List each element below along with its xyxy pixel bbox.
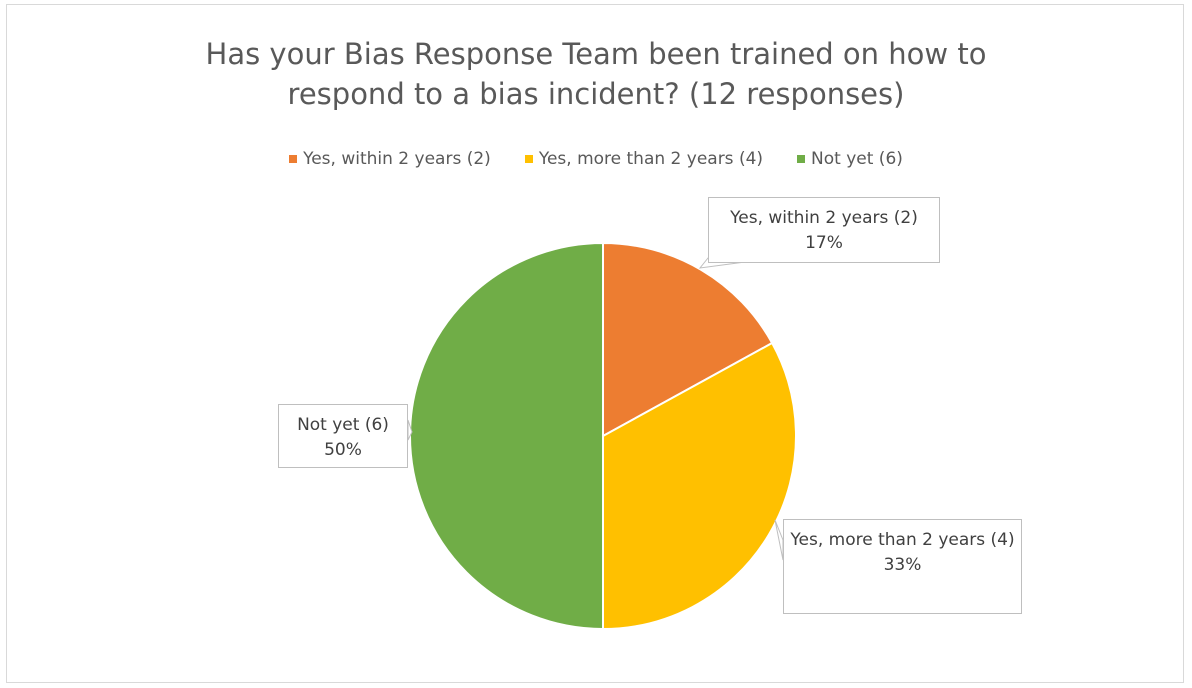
legend: Yes, within 2 years (2) Yes, more than 2 … [0, 149, 1192, 169]
legend-swatch [797, 155, 806, 163]
legend-swatch [524, 155, 533, 163]
data-label-category: Not yet (6) [297, 415, 389, 435]
legend-swatch [289, 155, 298, 163]
legend-item: Not yet (6) [797, 149, 903, 169]
data-label-value: 33% [883, 555, 922, 575]
callout-pointer [407, 419, 413, 441]
legend-item: Yes, more than 2 years (4) [524, 149, 764, 169]
legend-item: Yes, within 2 years (2) [289, 149, 491, 169]
data-label: Yes, within 2 years (2) 17% [708, 197, 940, 263]
pie-slice [409, 241, 604, 631]
legend-label: Yes, within 2 years (2) [303, 149, 491, 169]
legend-label: Yes, more than 2 years (4) [538, 149, 764, 169]
data-label-category: Yes, more than 2 years (4) [790, 530, 1015, 550]
data-label-value: 50% [324, 440, 362, 460]
data-label: Not yet (6) 50% [278, 404, 408, 468]
chart-title: Has your Bias Response Team been trained… [205, 37, 987, 111]
callout-pointer [774, 519, 784, 561]
data-label-value: 17% [805, 233, 843, 253]
chart-frame [6, 4, 1184, 683]
data-label: Yes, more than 2 years (4) 33% [783, 519, 1022, 614]
pie-slice [602, 241, 774, 438]
pie-slice [602, 341, 797, 631]
data-label-category: Yes, within 2 years (2) [730, 208, 918, 228]
legend-label: Not yet (6) [811, 149, 903, 169]
